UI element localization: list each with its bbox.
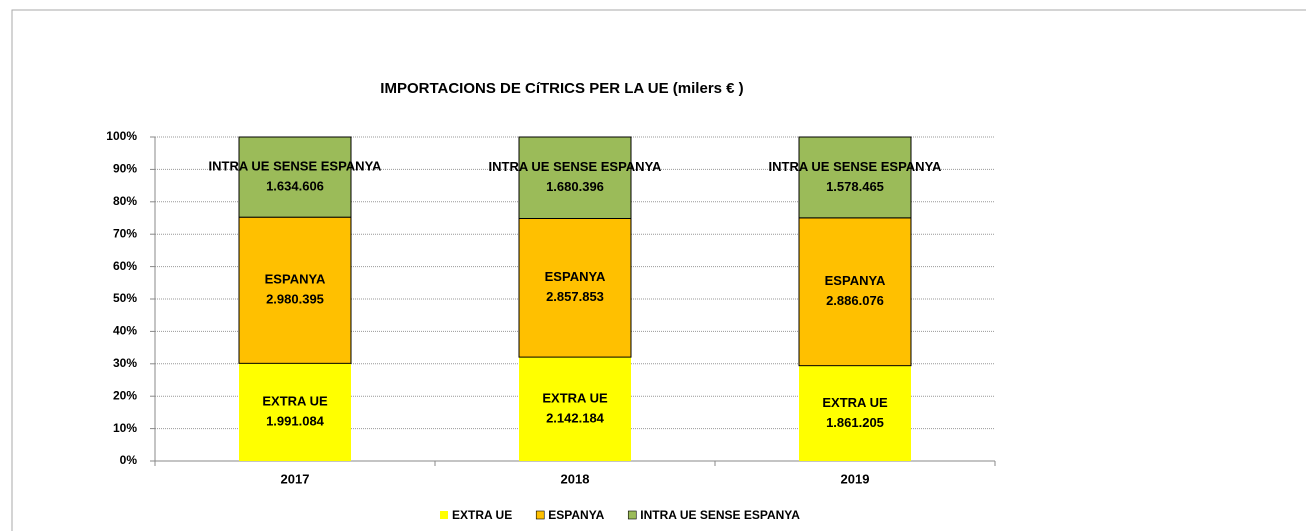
x-tick-label: 2017 [281,471,310,486]
y-tick-label: 100% [106,129,137,143]
y-tick-label: 20% [113,388,137,402]
segment-name-label: ESPANYA [545,269,606,284]
bar-segment [798,217,912,367]
bar-segment [799,365,911,461]
segment-name-label: INTRA UE SENSE ESPANYA [489,159,663,174]
y-tick-label: 30% [113,356,137,370]
data-label: 1.634.606 [266,179,324,194]
chart-frame [11,9,1306,531]
segment-name-label: EXTRA UE [822,395,888,410]
bar-segment [519,357,631,461]
bar-segment [238,216,352,364]
segment-name-label: INTRA UE SENSE ESPANYA [769,159,943,174]
data-label: 1.680.396 [546,179,604,194]
chart-title: IMPORTACIONS DE CíTRICS PER LA UE (miler… [380,80,743,97]
bar-segment [798,136,912,219]
data-label: 2.857.853 [546,289,604,304]
y-tick-label: 50% [113,291,137,305]
legend-swatch [627,510,637,520]
bar-segment [239,363,351,461]
legend-swatch [535,510,545,520]
segment-name-label: INTRA UE SENSE ESPANYA [209,159,383,174]
bar-segment [518,136,632,219]
data-label: 2.980.395 [266,292,324,307]
legend-label: ESPANYA [548,508,604,522]
data-label: 1.991.084 [266,414,325,429]
y-tick-label: 70% [113,226,137,240]
bar-segment [518,217,632,358]
segment-name-label: ESPANYA [825,273,886,288]
legend-label: INTRA UE SENSE ESPANYA [640,508,800,522]
y-tick-label: 40% [113,324,137,338]
segment-name-label: EXTRA UE [542,390,608,405]
segment-name-label: EXTRA UE [262,394,328,409]
y-tick-label: 90% [113,162,137,176]
legend-swatch [440,511,448,519]
x-tick-label: 2019 [841,471,870,486]
data-label: 2.142.184 [546,410,605,425]
bar-segment [238,136,352,218]
data-label: 1.861.205 [826,415,884,430]
data-label: 1.578.465 [826,179,884,194]
segment-name-label: ESPANYA [265,272,326,287]
data-label: 2.886.076 [826,293,884,308]
y-tick-label: 0% [120,453,138,467]
y-tick-label: 80% [113,194,137,208]
y-tick-label: 10% [113,421,137,435]
y-tick-label: 60% [113,259,137,273]
x-tick-label: 2018 [561,471,590,486]
legend-label: EXTRA UE [452,508,512,522]
